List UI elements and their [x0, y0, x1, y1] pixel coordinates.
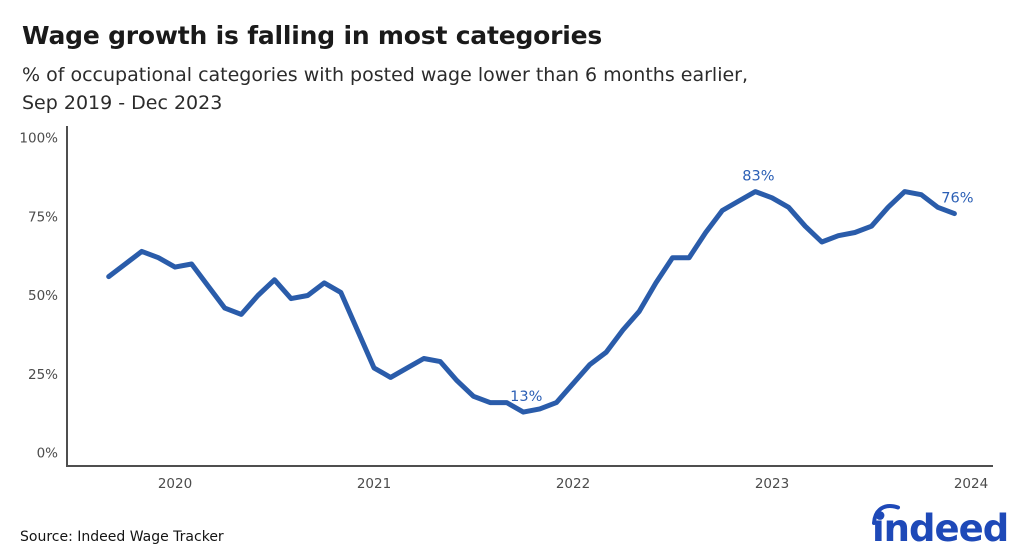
indeed-logo-dot-icon [875, 511, 885, 520]
data-point-annotation: 13% [510, 389, 542, 405]
chart-subtitle-line2: Sep 2019 - Dec 2023 [22, 92, 223, 114]
x-axis-tick-label: 2021 [357, 476, 391, 492]
y-axis-tick-label: 50% [28, 288, 58, 304]
chart-title: Wage growth is falling in most categorie… [22, 21, 603, 50]
x-axis-tick-label: 2024 [954, 476, 988, 492]
x-axis-tick-label: 2023 [755, 476, 789, 492]
chart-subtitle: % of occupational categories with posted… [22, 61, 748, 117]
data-point-annotation: 83% [742, 169, 774, 185]
x-axis-tick-label: 2020 [158, 476, 192, 492]
chart-subtitle-line1: % of occupational categories with posted… [22, 64, 749, 86]
y-axis-tick-label: 75% [28, 209, 58, 225]
y-axis-tick-label: 100% [19, 131, 58, 147]
indeed-logo-text: ındeed [872, 507, 1008, 549]
wage-share-line [106, 189, 957, 415]
x-axis-tick-label: 2022 [556, 476, 590, 492]
data-point-annotation: 76% [941, 191, 973, 207]
axis-lines [66, 126, 993, 467]
y-axis-tick-label: 0% [37, 446, 59, 462]
indeed-logo-swoosh-icon [872, 504, 900, 525]
source-note: Source: Indeed Wage Tracker [20, 529, 224, 545]
y-axis-tick-label: 25% [28, 367, 58, 383]
indeed-logo: ındeed [872, 504, 1009, 549]
